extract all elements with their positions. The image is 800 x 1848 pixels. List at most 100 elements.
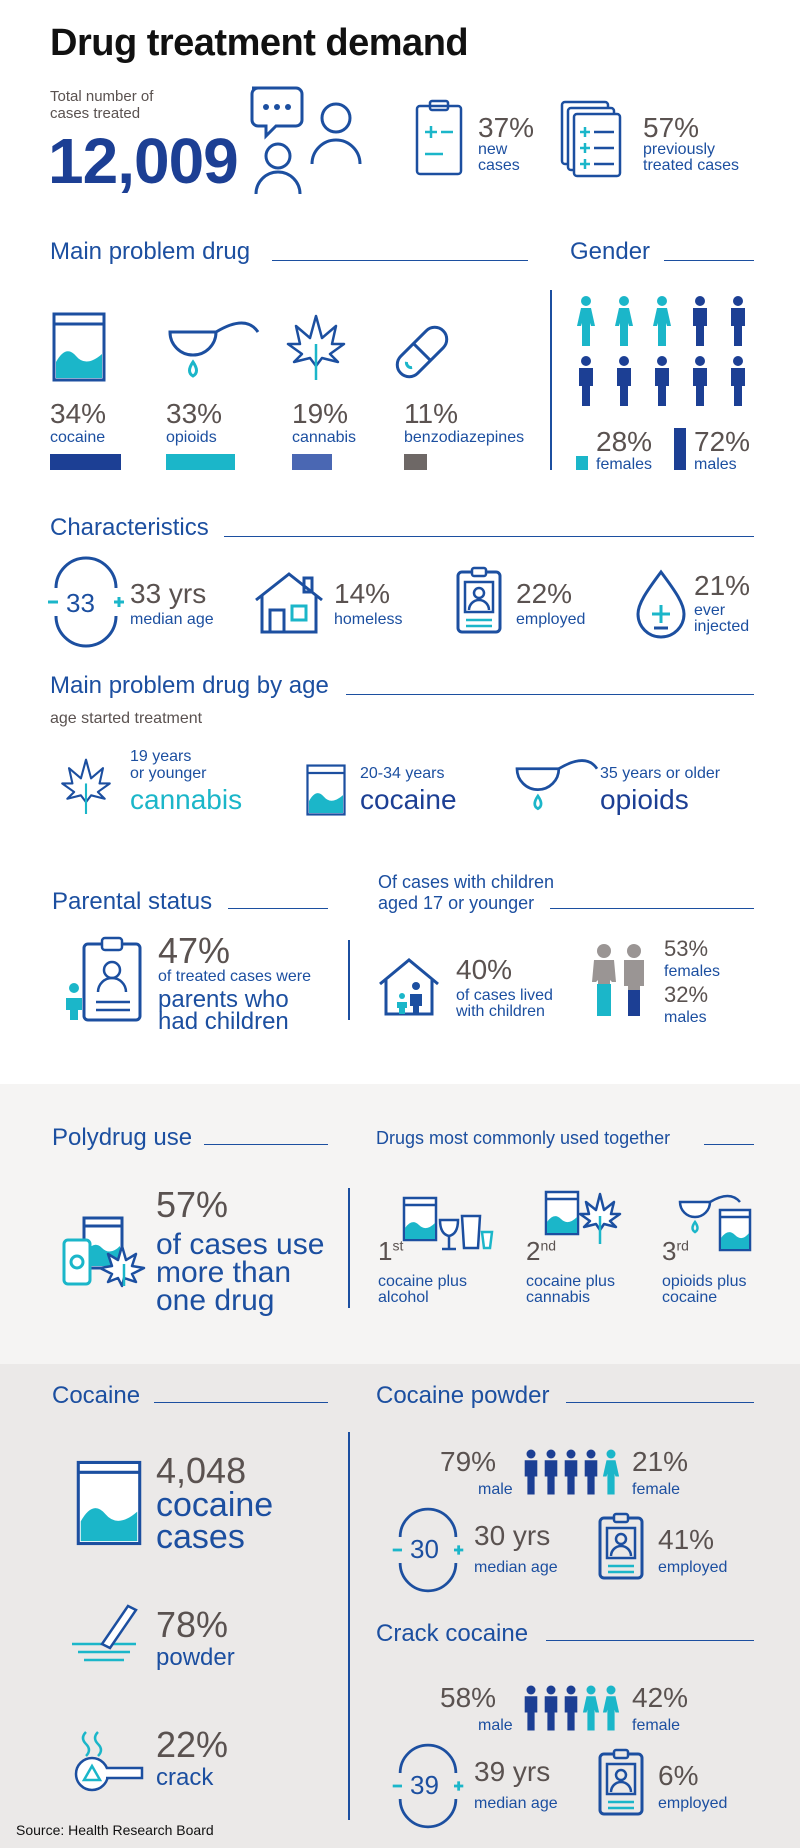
males-label: males: [694, 456, 737, 473]
house-icon: [255, 572, 323, 634]
female-person-icon: [602, 1449, 620, 1495]
polydrug-l3: one drug: [156, 1284, 275, 1317]
females-swatch: [576, 456, 588, 470]
age-group-2-drug: cocaine: [360, 784, 457, 815]
fem-label: females: [664, 963, 721, 980]
cannabis-leaf-icon: [286, 314, 346, 380]
new-cases-label: new cases: [478, 142, 520, 174]
clipboard-icon: [415, 99, 463, 176]
rank-1: 1st: [378, 1236, 403, 1267]
cocaine-bag-icon: [306, 764, 346, 816]
id-badge-icon: [456, 566, 502, 634]
powder-age-label: median age: [474, 1559, 558, 1576]
parental-heading: Parental status: [52, 888, 213, 915]
rank-1-l1: cocaine plus: [378, 1273, 467, 1290]
polydrug-icon: [62, 1216, 146, 1288]
parental-l2: parents who: [158, 986, 289, 1013]
parental-pct: 47%: [158, 930, 231, 971]
powder-female-pct: 21%: [632, 1446, 689, 1477]
rank-3-l2: cocaine: [662, 1289, 718, 1306]
drug-pct-opioids: 33%: [166, 398, 223, 429]
divider: [348, 940, 350, 1020]
fem-pct: 53%: [664, 936, 709, 961]
polydrug-pct: 57%: [156, 1184, 229, 1225]
powder-female-label: female: [632, 1481, 681, 1498]
females-pct: 28%: [596, 426, 653, 457]
polydrug-l1: of cases use: [156, 1228, 325, 1261]
drug-pct-cocaine: 34%: [50, 398, 107, 429]
injected-l2: injected: [694, 618, 750, 635]
median-age-num: 33: [66, 588, 95, 618]
age-group-3-label: 35 years or older: [600, 765, 721, 782]
rank-1-label: cocaine plus alcohol: [378, 1274, 467, 1306]
prev-cases-l1: previously: [643, 141, 716, 158]
parental-l3: had children: [158, 1008, 289, 1035]
powder-label: powder: [156, 1644, 235, 1671]
crack-pipe-icon: [74, 1731, 144, 1792]
male-person-icon: [544, 1449, 558, 1495]
male-pct: 32%: [664, 982, 709, 1007]
rank-1-suffix: st: [392, 1237, 404, 1254]
powder-emp-pct: 41%: [658, 1524, 715, 1555]
cocaine-cannabis-icon: [544, 1190, 622, 1244]
total-value: 12,009: [48, 125, 239, 197]
crack-emp-pct: 6%: [658, 1760, 699, 1791]
children-heading-l2: aged 17 or younger: [378, 893, 535, 913]
crack-heading: Crack cocaine: [376, 1620, 529, 1647]
crack-age-value: 39 yrs: [474, 1756, 551, 1787]
children-heading: Of cases with children aged 17 or younge…: [378, 872, 554, 914]
crack-pct: 22%: [156, 1724, 229, 1765]
male-person-icon: [584, 1449, 598, 1495]
divider: [566, 1402, 754, 1403]
lived-pct: 40%: [456, 954, 513, 985]
homeless-pct: 14%: [334, 578, 391, 609]
prev-cases-pct: 57%: [643, 112, 700, 143]
cocaine-cases-l1: cocaine: [156, 1486, 274, 1524]
pill-capsule-icon: [395, 325, 449, 379]
male-label: males: [664, 1009, 707, 1026]
total-label-line1: Total number of: [50, 88, 154, 105]
divider: [348, 1188, 350, 1308]
crack-female-pct: 42%: [632, 1682, 689, 1713]
age-group-1-l1: 19 years: [130, 748, 192, 765]
crack-male-pct: 58%: [440, 1682, 497, 1713]
divider: [224, 536, 754, 537]
age-group-1-l2: or younger: [130, 765, 207, 782]
rank-2-label: cocaine plus cannabis: [526, 1274, 615, 1306]
divider: [272, 260, 528, 261]
cocaine-bag-icon: [76, 1460, 142, 1546]
age-group-3-drug: opioids: [600, 784, 689, 815]
new-cases-pct: 37%: [478, 112, 535, 143]
male-person-icon: [564, 1685, 578, 1731]
prev-cases-label: previously treated cases: [643, 142, 739, 174]
divider: [154, 1402, 328, 1403]
id-badge-icon: [598, 1748, 644, 1816]
children-heading-l1: Of cases with children: [378, 872, 555, 892]
source-note: Source: Health Research Board: [16, 1822, 214, 1838]
cocaine-cases-num: 4,048: [156, 1450, 247, 1491]
powder-male-pct: 79%: [440, 1446, 497, 1477]
age-group-1-label: 19 years or younger: [130, 748, 207, 782]
divider: [546, 1640, 754, 1641]
rank-2-l2: cannabis: [526, 1289, 591, 1306]
opioid-spoon-icon: [168, 321, 260, 378]
divider: [346, 694, 754, 695]
drug-label-benzodiazepines: benzodiazepines: [404, 429, 525, 446]
page-title: Drug treatment demand: [50, 22, 469, 64]
rank-2: 2nd: [526, 1236, 556, 1267]
female-person-icon: [602, 1685, 620, 1731]
stacked-clipboard-icon: [560, 100, 622, 178]
divider: [204, 1144, 328, 1145]
male-person-icon: [655, 356, 669, 406]
powder-age-value: 30 yrs: [474, 1520, 551, 1551]
drug-bar-opioids: [166, 454, 235, 470]
cocaine-alcohol-icon: [402, 1196, 494, 1251]
male-person-icon: [693, 296, 707, 346]
cocaine-bag-icon: [52, 312, 106, 382]
drug-bar-cannabis: [292, 454, 332, 470]
main-drug-heading: Main problem drug: [50, 238, 251, 265]
rank-2-num: 2: [526, 1236, 541, 1266]
rank-3-num: 3: [662, 1236, 677, 1266]
injection-drop-icon: [636, 569, 686, 639]
id-badge-icon: [598, 1512, 644, 1580]
